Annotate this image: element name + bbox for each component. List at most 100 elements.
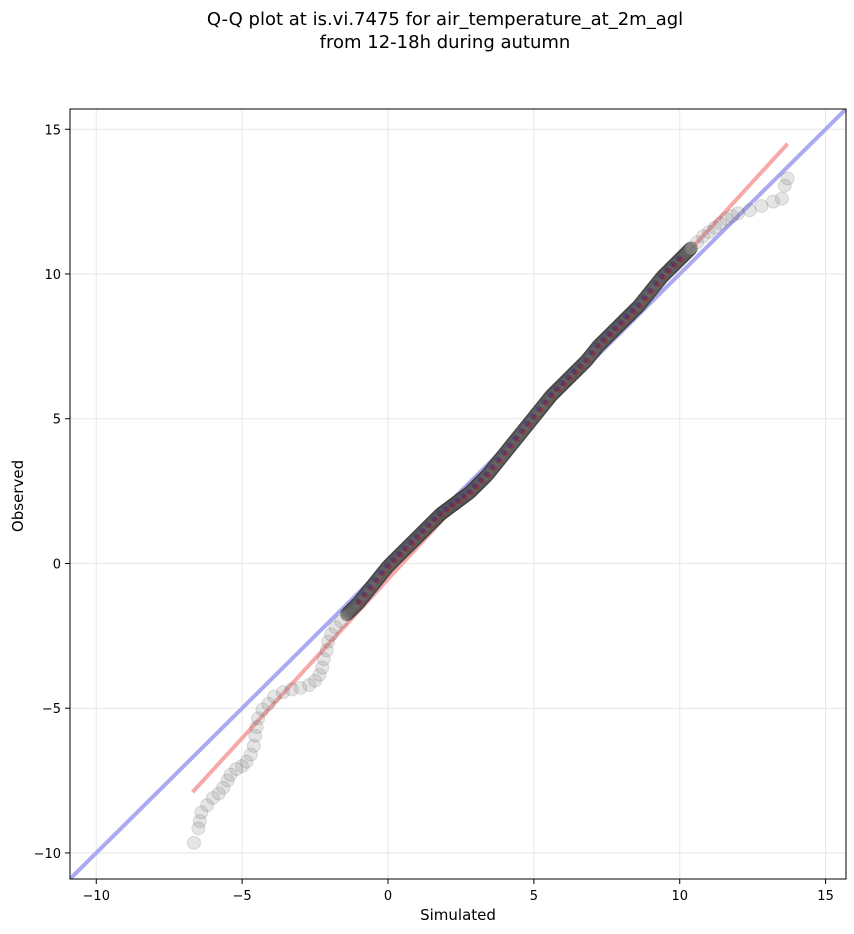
data-point-blue-core [594,342,601,349]
data-point-blue-core [459,492,466,499]
data-point-blue-core [675,255,682,262]
data-point-red-core [514,436,521,442]
data-point-red-core [654,281,661,288]
data-point [200,798,215,813]
data-point-red-core [502,450,509,457]
data-point-red-core [578,363,585,370]
data-point [713,216,728,231]
data-point-blue-core [576,362,583,369]
data-point-red-core [590,350,597,357]
data-point-red-core [368,585,375,592]
y-tick-label: 15 [44,123,61,138]
data-point [239,754,254,769]
data-point-blue-core [652,280,659,287]
data-point [248,728,263,743]
data-point-blue-core [477,476,484,483]
data-point-blue-core [424,521,431,528]
data-point [220,773,235,788]
data-point [774,191,789,206]
data-point-blue-core [483,471,490,478]
data-point-red-core [485,472,492,479]
data-point-red-core [467,489,474,496]
data-point-blue-core [588,349,595,356]
data-point [275,685,290,700]
data-point-red-core [385,563,392,570]
data-point-blue-core [518,427,525,434]
data-point-blue-core [564,374,571,381]
data-point [315,660,330,675]
x-tick-label: 15 [817,889,834,904]
data-point [754,198,769,213]
data-point-red-core [671,262,678,269]
data-point [205,790,220,805]
data-point-red-core [625,314,632,321]
data-point-red-core [666,268,673,275]
data-point [683,241,698,256]
data-point-blue-core [553,385,560,392]
data-point-red-core [496,457,503,464]
data-point-red-core [596,343,603,350]
data-point-red-core [409,540,416,547]
data-point-red-core [572,369,579,376]
x-tick-label: 10 [671,889,688,904]
y-axis-label: Observed [9,460,27,532]
data-point-blue-core [366,584,373,591]
data-point [211,786,226,801]
data-point [328,620,343,635]
data-point-blue-core [395,550,402,557]
x-axis-label: Simulated [420,906,496,924]
data-point [186,835,201,850]
data-point [707,220,722,235]
data-point [284,682,299,697]
data-point-red-core [613,326,620,332]
data-point-red-core [537,407,544,414]
data-point-red-core [526,421,533,428]
data-point [192,814,207,829]
y-tick-label: 0 [53,557,61,572]
data-point-blue-core [599,336,606,343]
data-point-blue-core [418,527,425,534]
data-point-blue-core [529,413,536,420]
data-point-red-core [456,498,462,505]
data-point-red-core [356,599,363,606]
data-point [719,212,734,226]
data-point-red-core [636,302,643,309]
data-point-red-core [607,331,614,338]
data-point-red-core [619,320,626,327]
data-point-blue-core [669,261,676,268]
data-point-red-core [403,546,410,552]
data-point-blue-core [646,287,653,294]
data-point-blue-core [465,488,472,495]
data-point-blue-core [605,330,612,337]
data-point-red-core [362,592,369,599]
data-point [246,738,261,753]
data-point-red-core [438,511,445,518]
data-point-red-core [677,256,684,263]
data-point-blue-core [512,435,519,441]
y-tick-label: 10 [44,268,61,283]
data-points [186,171,795,850]
data-point-blue-core [500,449,507,456]
data-point-red-core [520,428,527,435]
data-point-red-core [391,557,398,564]
data-point [251,711,266,726]
data-point-blue-core [658,272,665,279]
y-tick-label: −5 [42,702,61,717]
data-point-blue-core [413,533,420,540]
data-point-red-core [566,375,573,382]
data-point-blue-core [407,539,414,546]
data-point-red-core [420,528,427,535]
data-point [243,747,258,762]
data-point-red-core [432,517,439,524]
grid-lines [70,109,846,879]
data-point-blue-core [430,516,437,523]
data-point [235,759,250,774]
data-point-blue-core [448,501,455,508]
x-tick-label: 5 [530,889,538,904]
data-point-red-core [549,392,556,399]
data-point-blue-core [629,307,636,314]
data-point-blue-core [623,313,630,320]
data-point-blue-core [506,442,513,449]
data-point-red-core [380,570,387,577]
